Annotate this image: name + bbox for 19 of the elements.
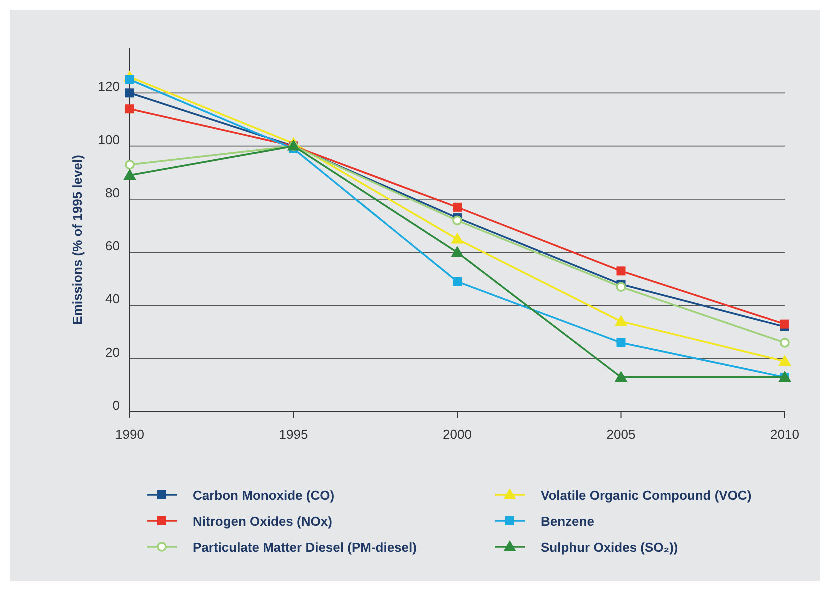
x-tick-label: 2010 [770,427,800,442]
y-tick-label: 20 [106,344,120,360]
x-tick-label: 2005 [606,427,636,442]
legend-label: Carbon Monoxide (CO) [193,488,335,503]
legend-label: Sulphur Oxides (SO₂)) [541,540,678,555]
x-tick-label: 1990 [116,427,144,442]
y-tick-label: 100 [98,132,120,148]
y-axis-title: Emissions (% of 1995 level) [70,155,85,325]
x-tick-label: 2000 [443,427,472,442]
legend-label: Particulate Matter Diesel (PM-diesel) [193,540,417,555]
legend-label: Volatile Organic Compound (VOC) [541,488,752,503]
legend-label: Benzene [541,514,594,529]
y-tick-label: 40 [106,292,120,307]
y-tick-label: 120 [98,79,120,94]
y-tick-label: 0 [112,398,120,413]
legend-label: Nitrogen Oxides (NOx) [193,514,332,529]
y-tick-label: 80 [106,185,120,200]
y-tick-label: 60 [106,238,120,254]
x-tick-label: 1995 [279,427,308,442]
